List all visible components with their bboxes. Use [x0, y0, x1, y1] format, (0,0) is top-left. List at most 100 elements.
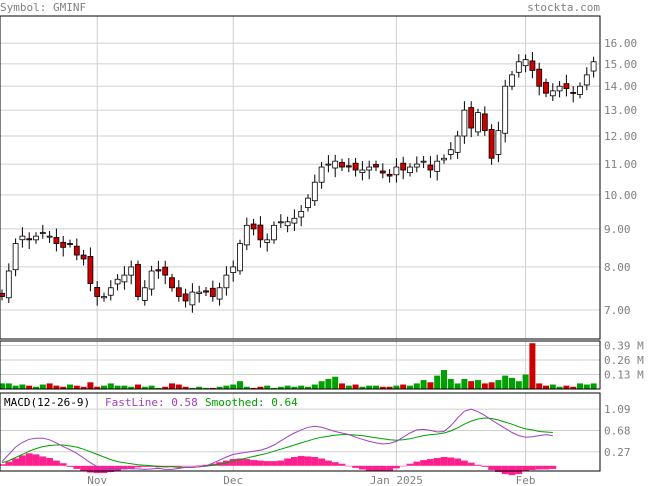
macd-histogram-bar	[182, 465, 189, 467]
volume-bar	[481, 383, 488, 389]
candle-body	[277, 221, 284, 224]
volume-bars	[0, 343, 597, 389]
macd-histogram-bar	[53, 460, 60, 466]
macd-histogram-bar	[284, 458, 291, 466]
x-tick-label: Nov	[87, 474, 107, 486]
volume-bar	[583, 384, 590, 389]
macd-histogram-bar	[93, 465, 101, 474]
candle-body	[128, 266, 135, 276]
candle-body	[298, 211, 305, 218]
volume-bar	[339, 383, 345, 389]
volume-bar	[67, 384, 73, 389]
candle-body	[33, 235, 39, 241]
macd-histogram-bar	[529, 465, 536, 470]
candle-body	[5, 270, 12, 299]
candle-body	[461, 109, 468, 137]
volume-bar	[543, 385, 549, 389]
price-candles	[0, 52, 597, 313]
x-tick-label: Dec	[223, 474, 243, 486]
volume-bar	[570, 386, 577, 389]
candle-body	[325, 163, 332, 166]
candle-body	[475, 112, 481, 133]
volume-bar	[345, 385, 352, 389]
macd-histogram-bar	[474, 464, 482, 466]
candle-body	[345, 165, 352, 168]
volume-panel: 0.13 M0.26 M 0.39 M	[0, 339, 644, 390]
volume-bar	[0, 383, 5, 389]
volume-bar	[522, 374, 529, 389]
volume-bar	[148, 385, 155, 389]
candle-body	[148, 270, 155, 290]
volume-bar	[237, 381, 243, 389]
macd-histogram-bar	[481, 465, 489, 467]
volume-bar	[420, 380, 427, 389]
candle-body	[447, 149, 454, 155]
candle-body	[305, 197, 311, 208]
candle-body	[577, 85, 583, 95]
volume-bar	[5, 383, 12, 389]
candle-body	[393, 166, 400, 176]
volume-bar	[393, 385, 400, 389]
macd-histogram-bar	[12, 458, 19, 466]
candle-body	[563, 83, 570, 89]
macd-histogram-bar	[19, 455, 26, 466]
candle-body	[373, 164, 379, 168]
macd-histogram-bar	[488, 465, 495, 470]
candle-body	[311, 181, 318, 202]
volume-bar	[318, 381, 325, 389]
candle-body	[413, 163, 420, 168]
volume-bar	[366, 385, 373, 389]
price-tick-labels: 7.00 8.00 9.00 10.00 11.00 12.00 13.00 14.00 15.…	[604, 37, 637, 317]
volume-bar	[529, 343, 536, 389]
candle-body	[468, 107, 475, 129]
macd-histogram-bar	[304, 456, 312, 466]
volume-bar	[107, 383, 114, 389]
macd-histogram-bar	[447, 457, 455, 466]
candle-body	[386, 173, 393, 177]
candle-body	[332, 160, 339, 169]
volume-bar	[475, 380, 481, 389]
candle-body	[434, 160, 441, 172]
macd-histogram-bar	[325, 460, 332, 466]
candle-body	[543, 81, 549, 94]
volume-grid	[0, 341, 600, 389]
candle-body	[162, 266, 169, 276]
volume-bar	[223, 385, 230, 389]
macd-histogram-bar	[270, 461, 278, 466]
candle-body	[379, 170, 386, 174]
macd-histogram-bar	[495, 465, 502, 473]
macd-histogram-bar	[236, 458, 244, 466]
volume-bar	[413, 383, 420, 389]
symbol-label: Symbol: GMINF	[0, 1, 86, 14]
macd-tick-labels: 0.27 0.68 1.09	[604, 403, 631, 459]
site-name: stockta.com	[527, 1, 600, 14]
macd-panel: 0.27 0.68 1.09 MACD(12-26-9) FastLine: 0.5…	[0, 392, 631, 476]
macd-histogram-bar	[297, 455, 305, 466]
candle-body	[570, 92, 577, 94]
candle-body	[264, 239, 271, 243]
candle-body	[135, 263, 141, 297]
candle-body	[121, 274, 128, 283]
macd-histogram-bar	[393, 465, 400, 469]
candle-body	[522, 59, 529, 67]
candle-body	[114, 278, 121, 285]
macd-histogram-bar	[291, 456, 298, 466]
macd-histogram-bar	[73, 465, 81, 469]
macd-histogram-bar	[189, 465, 196, 467]
volume-bar	[441, 370, 447, 389]
candle-body	[169, 277, 175, 289]
price-tick-label: 15.00	[604, 58, 637, 71]
macd-histogram-bar	[379, 465, 387, 471]
volume-bar	[577, 383, 583, 389]
candle-body	[488, 128, 495, 159]
volume-bar	[495, 380, 502, 389]
candle-body	[87, 255, 94, 284]
volume-bar	[141, 386, 148, 389]
candle-body	[590, 61, 597, 72]
candle-body	[407, 166, 413, 174]
volume-bar	[196, 386, 203, 389]
volume-bar	[549, 384, 556, 389]
candle-body	[509, 74, 515, 87]
volume-bar	[46, 383, 53, 389]
volume-bar	[135, 384, 141, 389]
